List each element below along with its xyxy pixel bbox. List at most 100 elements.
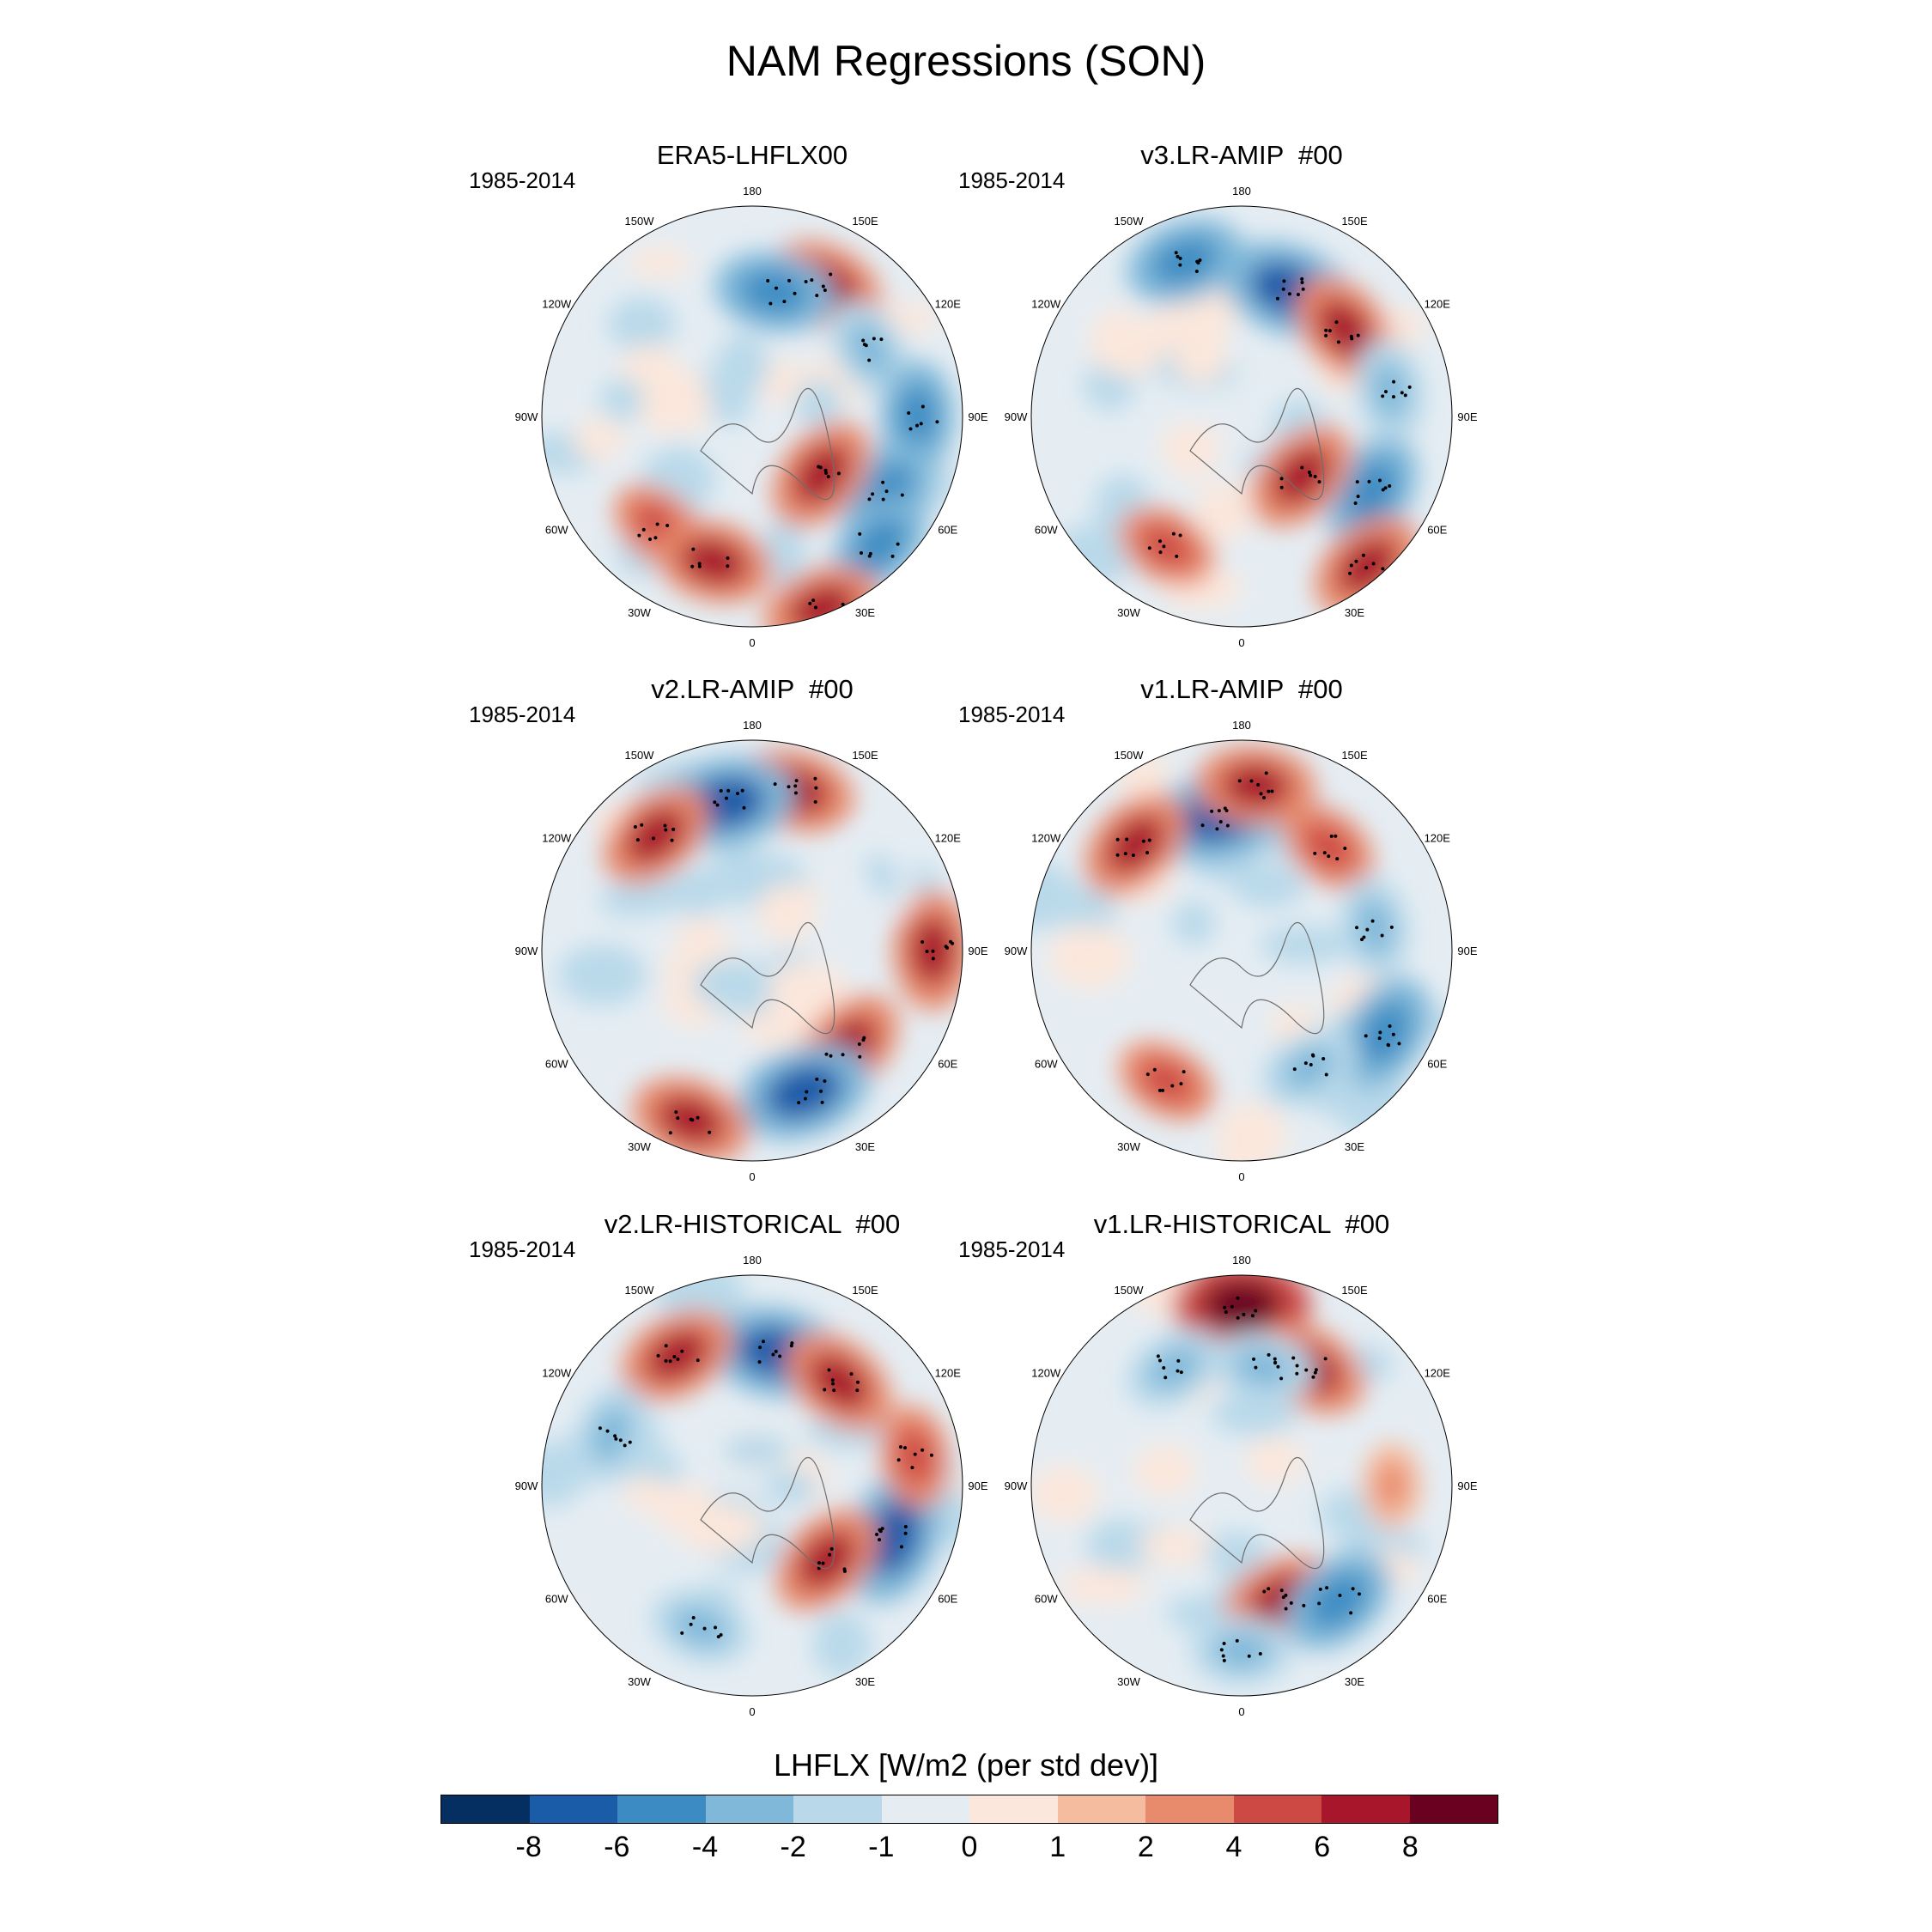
stipple-dot (648, 538, 653, 542)
stipple-dot (1279, 485, 1284, 489)
anomaly-core (1202, 1279, 1281, 1331)
stipple-dot (1351, 1587, 1355, 1591)
stipple-dot (935, 420, 939, 424)
texture-blob (599, 378, 644, 422)
stipple-dot (757, 1360, 762, 1364)
longitude-label: 30W (1117, 606, 1140, 619)
stipple-dot (1175, 554, 1179, 558)
stipple-dot (726, 556, 730, 561)
stipple-dot (726, 788, 731, 793)
longitude-label: 120E (935, 298, 962, 311)
stipple-dot (1223, 1305, 1227, 1309)
stipple-dot (820, 1100, 824, 1104)
stipple-dot (1156, 1354, 1160, 1358)
stipple-dot (1254, 1309, 1258, 1313)
stipple-dot (1327, 854, 1331, 859)
stipple-dot (1221, 1654, 1225, 1658)
texture-blob (1210, 1394, 1297, 1436)
stipple-dot (817, 1561, 821, 1565)
stipple-dot (1284, 1593, 1288, 1597)
stipple-dot (821, 284, 825, 289)
longitude-label: 150W (625, 749, 655, 762)
longitude-label: 90W (515, 1479, 538, 1492)
stipple-dot (665, 523, 670, 527)
stipple-dot (1237, 779, 1242, 783)
stipple-dot (1343, 846, 1347, 850)
significance-stippling (633, 776, 955, 1135)
stipple-dot (1198, 258, 1202, 263)
stipple-dot (1254, 1365, 1258, 1370)
stipple-dot (884, 489, 889, 494)
stipple-dot (1309, 473, 1313, 477)
colorbar (440, 1795, 1498, 1824)
anomaly-core (1346, 459, 1398, 524)
anomaly-core (590, 1406, 632, 1462)
stipple-dot (1157, 1358, 1162, 1363)
stipple-dot (1295, 1371, 1299, 1376)
anomaly-core (797, 1530, 856, 1589)
stipple-dot (1323, 1357, 1327, 1361)
stipple-dot (1289, 1601, 1293, 1605)
stipple-dot (1303, 1061, 1308, 1066)
stipple-dot (1370, 919, 1375, 923)
stipple-dot (1250, 1314, 1255, 1318)
longitude-label: 180 (1232, 719, 1251, 732)
stipple-dot (878, 1538, 882, 1542)
stipple-dot (1356, 495, 1360, 499)
longitude-label: 90W (1005, 945, 1028, 957)
map-panel-era5: ERA5-LHFLX00 1985-2014 180 150E 120E 90E 60E… (469, 140, 988, 649)
stipple-dot (867, 358, 872, 362)
stipple-dot (1295, 1364, 1299, 1368)
stipple-dot (787, 278, 792, 283)
stipple-dot (1224, 1309, 1228, 1314)
polar-map: 180 150E 120E 90E 60E 30E 0 30W 60W 90W 120W 150W (515, 719, 988, 1183)
longitude-label: 30W (628, 606, 651, 619)
stipple-dot (1222, 1658, 1226, 1662)
stipple-dot (696, 1358, 700, 1363)
polar-map: 180 150E 120E 90E 60E 30E 0 30W 60W 90W 120W 150W (515, 185, 988, 649)
stipple-dot (1174, 251, 1178, 255)
panel-period: 1985-2014 (469, 167, 576, 193)
stipple-dot (1157, 1088, 1162, 1092)
stipple-dot (1301, 287, 1305, 291)
longitude-label: 120E (935, 832, 962, 845)
stipple-dot (810, 278, 814, 283)
stipple-dot (858, 1054, 862, 1059)
longitude-label: 0 (1238, 1705, 1244, 1718)
stipple-dot (1355, 480, 1359, 484)
stipple-dot (1302, 1603, 1306, 1607)
colorbar-tick-label: -2 (780, 1831, 806, 1863)
colorbar-segment (705, 1795, 793, 1823)
longitude-label: 180 (743, 185, 762, 197)
texture-blob (1200, 1531, 1268, 1574)
stipple-dot (1349, 334, 1353, 338)
stipple-dot (829, 612, 833, 617)
stipple-dot (836, 471, 841, 476)
figure-title: NAM Regressions (SON) (726, 37, 1206, 85)
stipple-dot (1131, 853, 1135, 857)
longitude-label: 60E (938, 1593, 957, 1606)
polar-map: 180 150E 120E 90E 60E 30E 0 30W 60W 90W 120W 150W (1005, 1254, 1478, 1718)
stipple-dot (1313, 1370, 1317, 1375)
stipple-dot (598, 1426, 602, 1431)
map-field (1031, 1275, 1452, 1696)
stipple-dot (1357, 1592, 1361, 1596)
stipple-dot (811, 598, 816, 603)
anomaly-core (679, 538, 747, 586)
stipple-dot (1157, 539, 1162, 544)
stipple-dot (1264, 771, 1268, 775)
panel-period: 1985-2014 (469, 1236, 576, 1262)
stipple-dot (1179, 1082, 1183, 1086)
stipple-dot (655, 522, 659, 526)
longitude-label: 60E (1427, 524, 1447, 537)
stipple-dot (1377, 478, 1382, 483)
stipple-dot (1356, 333, 1360, 337)
anomaly-core (1358, 1001, 1411, 1066)
anomaly-core (847, 321, 891, 376)
longitude-label: 30W (628, 1675, 651, 1688)
stipple-dot (1161, 1088, 1165, 1092)
stipple-dot (716, 1635, 720, 1639)
stipple-dot (1256, 783, 1261, 787)
stipple-dot (769, 301, 773, 306)
stipple-dot (929, 1453, 933, 1457)
